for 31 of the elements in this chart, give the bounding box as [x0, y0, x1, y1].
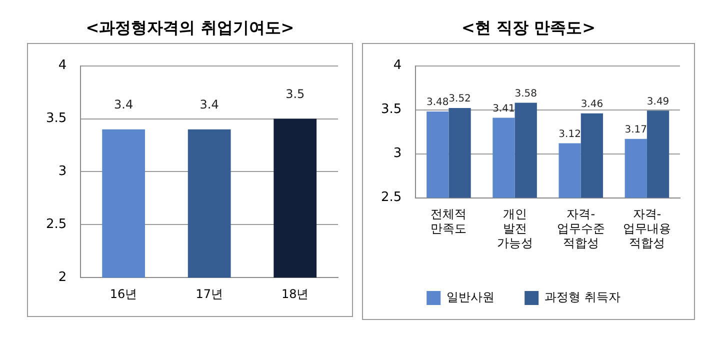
data-label: 3.5 — [286, 86, 305, 101]
y-tick-label: 2 — [58, 270, 67, 285]
data-label: 3.17 — [624, 124, 648, 136]
data-label: 3.12 — [558, 128, 581, 140]
data-label: 3.48 — [426, 97, 449, 108]
data-label: 3.4 — [200, 97, 219, 112]
data-label: 3.49 — [646, 96, 670, 108]
x-tick-label: 자격- 업무수준 적합성 — [556, 207, 605, 250]
x-tick-label: 자격- 업무내용 적합성 — [622, 207, 671, 250]
y-tick-label: 4 — [393, 58, 402, 74]
x-tick-label: 16년 — [110, 286, 138, 301]
y-tick-label: 3.5 — [46, 111, 67, 126]
x-tick-label: 18년 — [281, 286, 309, 301]
y-tick-label: 3 — [58, 164, 67, 180]
data-label: 3.58 — [514, 88, 537, 100]
x-tick-label: 전체적 만족도 — [430, 207, 467, 236]
y-tick-label: 3.5 — [380, 102, 402, 118]
data-label: 3.46 — [580, 98, 604, 110]
y-tick-label: 2.5 — [380, 190, 402, 206]
chart-title: <현 직장 만족도> — [460, 17, 596, 39]
x-tick-label: 17년 — [196, 286, 223, 301]
y-tick-label: 2.5 — [46, 217, 67, 232]
y-tick-label: 3 — [393, 146, 402, 162]
legend-label: 일반사원 — [446, 290, 495, 304]
y-tick-label: 4 — [58, 58, 67, 74]
legend-label: 과정형 취득자 — [544, 290, 620, 304]
data-label: 3.4 — [114, 97, 134, 112]
x-tick-label: 개인 발전 가능성 — [496, 207, 533, 250]
chart-title: <과정형자격의 취업기여도> — [84, 17, 296, 39]
data-label: 3.41 — [492, 103, 515, 114]
data-label: 3.52 — [448, 94, 471, 105]
